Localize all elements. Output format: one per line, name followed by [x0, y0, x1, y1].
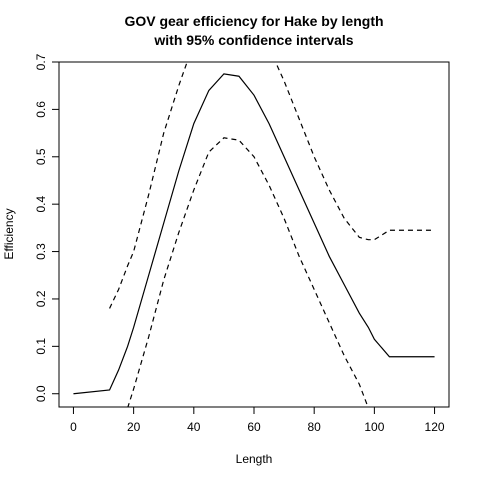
- y-tick-label: 0.4: [34, 196, 48, 213]
- chart-title: GOV gear efficiency for Hake by length: [124, 13, 383, 29]
- series-line: [109, 62, 435, 309]
- series-line: [127, 137, 369, 407]
- x-tick-label: 40: [187, 420, 201, 434]
- y-tick-label: 0.2: [34, 290, 48, 307]
- x-tick-label: 60: [247, 420, 261, 434]
- y-tick-label: 0.7: [34, 53, 48, 70]
- y-tick-label: 0.6: [34, 101, 48, 118]
- series-line: [73, 73, 435, 395]
- x-tick-label: 20: [127, 420, 141, 434]
- y-axis-label: Efficiency: [2, 208, 16, 259]
- y-tick-label: 0.1: [34, 338, 48, 355]
- x-tick-label: 80: [308, 420, 322, 434]
- y-tick-label: 0.5: [34, 148, 48, 165]
- x-axis-label: Length: [236, 452, 273, 466]
- y-tick-label: 0.0: [34, 385, 48, 402]
- x-tick-label: 120: [425, 420, 445, 434]
- y-tick-label: 0.3: [34, 243, 48, 260]
- x-tick-label: 100: [364, 420, 384, 434]
- x-tick-label: 0: [70, 420, 77, 434]
- chart-title: with 95% confidence intervals: [153, 32, 353, 48]
